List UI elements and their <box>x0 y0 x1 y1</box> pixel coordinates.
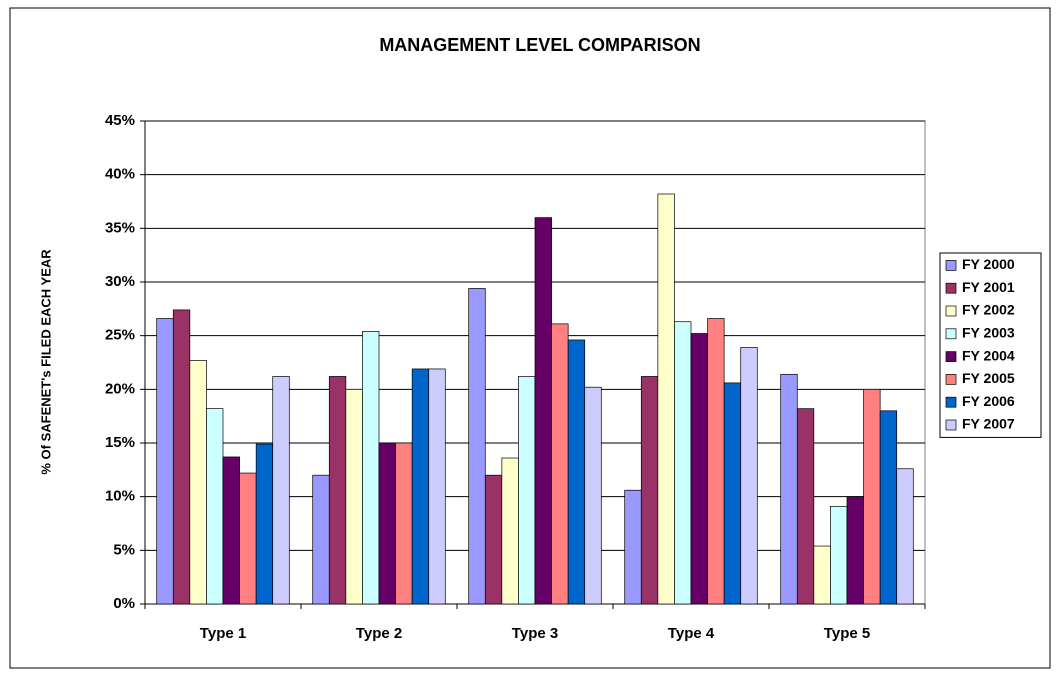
bar <box>674 321 692 605</box>
legend-swatch <box>945 260 957 271</box>
legend-swatch <box>945 351 957 362</box>
x-tick-label: Type 3 <box>512 625 558 642</box>
y-tick-label: 25% <box>105 327 135 344</box>
bar <box>312 474 330 605</box>
legend-swatch <box>945 419 957 431</box>
bar <box>428 368 446 605</box>
bar <box>534 217 552 605</box>
legend-label: FY 2003 <box>962 325 1015 341</box>
bar <box>395 442 413 605</box>
bar <box>411 368 430 605</box>
x-tick-label: Type 1 <box>200 625 246 642</box>
x-tick-label: Type 5 <box>824 625 870 642</box>
legend-swatch <box>945 282 957 294</box>
x-tick-label: Type 4 <box>668 625 715 642</box>
y-tick-label: 0% <box>113 595 135 612</box>
y-tick-label: 20% <box>105 380 135 397</box>
legend-label: FY 2006 <box>962 393 1015 409</box>
bar <box>172 309 191 605</box>
bar <box>624 489 642 605</box>
legend-label: FY 2002 <box>962 302 1015 318</box>
bar <box>584 386 602 605</box>
bar <box>813 545 831 605</box>
bar <box>640 376 659 605</box>
bar <box>222 456 240 605</box>
legend-label: FY 2007 <box>962 416 1015 432</box>
y-axis-label: % Of SAFENET's FILED EACH YEAR <box>38 249 53 475</box>
bar <box>328 376 347 605</box>
y-tick-label: 45% <box>105 112 135 129</box>
y-tick-label: 15% <box>105 434 135 451</box>
bar <box>345 388 363 605</box>
bar <box>378 442 396 605</box>
bar <box>780 373 798 605</box>
legend-label: FY 2001 <box>962 279 1015 295</box>
bar <box>518 376 536 605</box>
bar <box>362 331 380 605</box>
legend-label: FY 2005 <box>962 370 1015 386</box>
bar <box>830 505 848 605</box>
bar <box>501 457 519 605</box>
bar <box>206 408 224 605</box>
bar <box>690 333 708 605</box>
bar <box>846 496 864 605</box>
y-tick-label: 10% <box>105 488 135 505</box>
bar <box>707 318 725 605</box>
y-tick-label: 5% <box>113 541 135 558</box>
y-tick-label: 30% <box>105 273 135 290</box>
bar <box>567 339 586 605</box>
bar <box>896 468 914 605</box>
bar <box>189 360 207 605</box>
legend-swatch <box>945 305 957 317</box>
bar <box>657 193 675 605</box>
legend-box <box>939 252 1042 438</box>
bar <box>551 323 569 605</box>
bar <box>484 474 503 605</box>
bar <box>863 388 881 605</box>
bar <box>272 376 290 605</box>
chart-title: MANAGEMENT LEVEL COMPARISON <box>379 35 700 55</box>
bar <box>796 408 815 605</box>
legend-label: FY 2000 <box>962 256 1015 272</box>
x-tick-label: Type 2 <box>356 625 402 642</box>
legend-label: FY 2004 <box>962 347 1015 363</box>
bar <box>239 472 257 605</box>
bar <box>468 288 486 605</box>
bar <box>740 347 758 605</box>
legend-swatch <box>945 374 957 385</box>
y-tick-label: 35% <box>105 219 135 236</box>
bar <box>723 382 742 605</box>
bar <box>879 410 898 605</box>
legend-swatch <box>945 396 957 408</box>
legend-swatch <box>945 328 957 340</box>
bar <box>156 318 174 605</box>
bar <box>255 443 274 605</box>
y-tick-label: 40% <box>105 166 135 183</box>
